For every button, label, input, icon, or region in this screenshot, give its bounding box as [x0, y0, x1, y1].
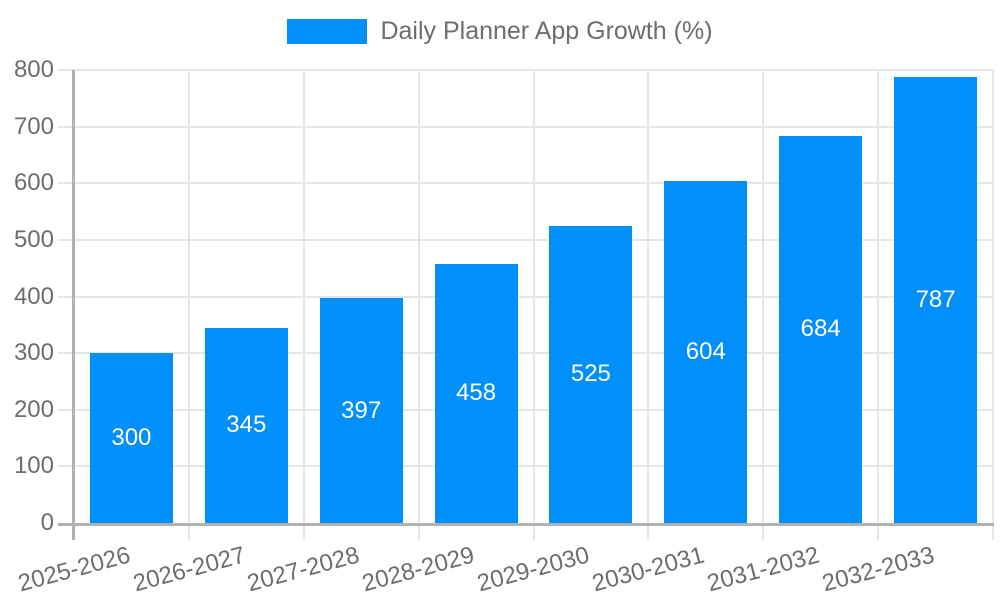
bar-value-label: 345	[226, 411, 267, 439]
legend-label: Daily Planner App Growth (%)	[380, 17, 713, 45]
bar-2026-2027[interactable]: 345	[204, 327, 288, 523]
y-axis-tick	[58, 295, 74, 298]
v-gridline	[647, 70, 650, 523]
v-gridline	[302, 70, 305, 523]
y-axis-line	[72, 70, 75, 540]
bar-value-label: 684	[800, 315, 841, 343]
bar-value-label: 787	[915, 286, 956, 314]
y-axis-tick	[58, 238, 74, 241]
x-axis-label: 2027-2028	[244, 541, 363, 598]
x-axis-tick	[187, 526, 190, 540]
y-axis-tick-label: 800	[13, 56, 54, 83]
x-axis-tick	[532, 526, 535, 540]
x-axis-label: 2031-2032	[704, 541, 823, 598]
v-gridline	[762, 70, 765, 523]
x-axis-tick	[302, 526, 305, 540]
bar-value-label: 458	[456, 379, 497, 407]
x-axis-label: 2025-2026	[14, 541, 133, 598]
y-axis-tick-label: 500	[13, 225, 54, 253]
bar-value-label: 525	[570, 360, 611, 388]
v-gridline	[992, 70, 994, 523]
bar-value-label: 604	[685, 338, 726, 365]
bar-2025-2026[interactable]: 300	[89, 353, 173, 523]
bar-2027-2028[interactable]: 397	[319, 298, 403, 523]
y-axis-tick-label: 0	[40, 509, 54, 536]
bar-2032-2033[interactable]: 787	[894, 77, 978, 523]
y-axis-tick	[58, 125, 74, 128]
x-axis-label: 2030-2031	[589, 541, 708, 598]
v-gridline	[417, 70, 420, 523]
v-gridline	[877, 70, 880, 523]
y-axis-tick-label: 700	[13, 112, 54, 140]
x-axis-label: 2032-2033	[819, 541, 937, 598]
y-axis-tick-label: 100	[13, 452, 54, 480]
y-axis-tick	[58, 408, 74, 411]
bar-value-label: 300	[111, 424, 152, 452]
legend-swatch	[287, 19, 368, 44]
y-axis-tick-label: 400	[13, 282, 54, 310]
x-axis-tick	[992, 526, 994, 540]
y-axis-tick	[58, 69, 74, 71]
bar-2030-2031[interactable]: 604	[664, 181, 748, 523]
x-axis-line	[58, 523, 994, 526]
v-gridline	[187, 70, 190, 523]
y-axis-tick-label: 600	[13, 169, 54, 197]
y-axis-tick	[58, 182, 74, 185]
y-axis-tick-label: 300	[13, 339, 54, 367]
bar-2031-2032[interactable]: 684	[779, 135, 863, 523]
x-axis-tick	[647, 526, 650, 540]
y-axis-tick	[58, 352, 74, 355]
x-axis-label: 2026-2027	[129, 541, 248, 598]
bar-2029-2030[interactable]: 525	[549, 225, 633, 523]
x-axis-tick	[417, 526, 420, 540]
x-axis-label: 2028-2029	[359, 541, 478, 598]
x-axis-tick	[877, 526, 880, 540]
y-axis-tick	[58, 465, 74, 468]
chart-legend[interactable]: Daily Planner App Growth (%)	[0, 17, 1000, 46]
x-axis-tick	[762, 526, 765, 540]
y-axis-tick-label: 200	[13, 395, 54, 423]
bar-value-label: 397	[341, 396, 382, 424]
v-gridline	[532, 70, 535, 523]
x-axis-label: 2029-2030	[474, 541, 593, 598]
bar-2028-2029[interactable]: 458	[434, 263, 518, 523]
